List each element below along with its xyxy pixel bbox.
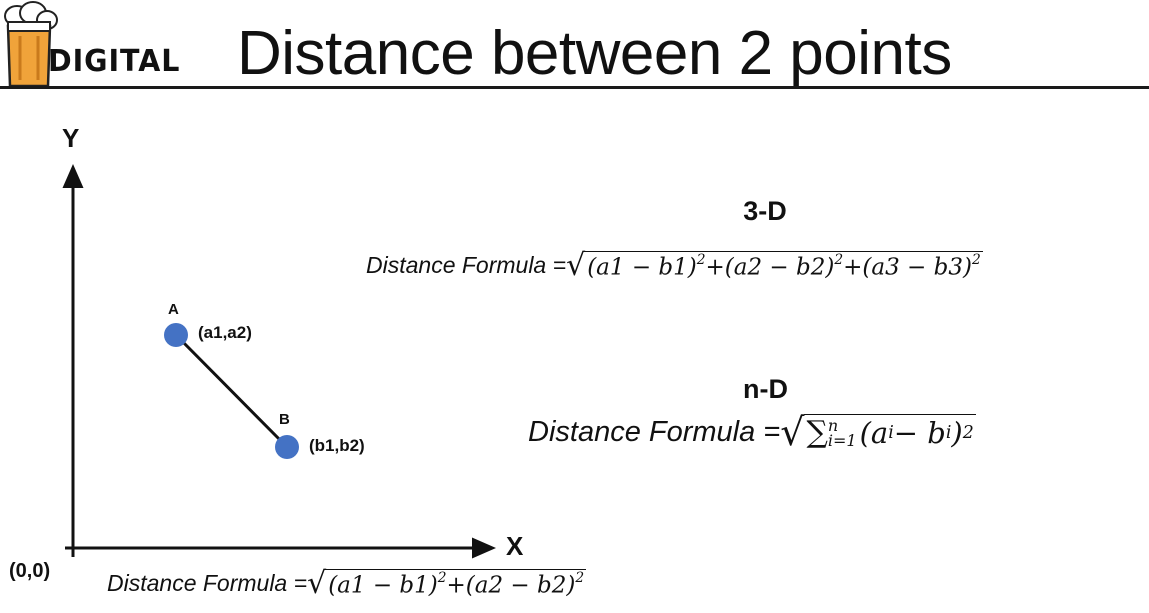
formula-nd-label: Distance Formula = — [528, 415, 781, 448]
formula-3d-exp-c: 2 — [971, 251, 981, 268]
formula-2d-exp-b: 2 — [575, 569, 585, 586]
formula-3d-label: Distance Formula = — [366, 252, 567, 278]
heading-3d: 3-D — [743, 196, 787, 226]
formula-3d-exp-b: 2 — [834, 251, 844, 268]
segment-ab — [174, 333, 289, 449]
formula-2d-exp-a: 2 — [437, 569, 447, 586]
formula-2d-radicand: (a1 − b1)2+(a2 − b2)2 — [326, 568, 587, 599]
nd-term-a: (a — [859, 415, 889, 450]
heading-nd: n-D — [743, 374, 788, 404]
logo-text: DIGITAL — [48, 44, 181, 79]
sqrt-icon: √ — [307, 566, 327, 601]
sum-upper: n — [827, 415, 839, 435]
formula-3d-radicand: (a1 − b1)2+(a2 − b2)2+(a3 − b3)2 — [585, 250, 983, 281]
x-axis-label: X — [506, 531, 524, 561]
sum-lower: i=1 — [827, 430, 857, 450]
formula-nd-radicand: ∑ n i=1 (a i − b i) 2 — [804, 414, 976, 450]
nd-exp: 2 — [962, 422, 974, 443]
point-b-name: B — [279, 411, 290, 428]
formula-2d-term-a: (a1 − b1) — [328, 572, 438, 599]
sqrt-icon: √ — [566, 248, 586, 283]
formula-3d: Distance Formula = √ (a1 − b1)2+(a2 − b2… — [366, 248, 983, 283]
y-axis-label: Y — [62, 123, 80, 153]
point-a-coords: (a1,a2) — [198, 323, 252, 342]
coordinate-axes — [62, 164, 496, 559]
nd-sub-a: i — [888, 422, 894, 443]
point-b-marker — [275, 435, 299, 459]
nd-sub-b: i — [945, 422, 952, 443]
point-b-coords: (b1,b2) — [309, 436, 365, 455]
formula-3d-exp-a: 2 — [696, 251, 706, 268]
formula-3d-term-a: (a1 − b1) — [587, 254, 697, 281]
sum-symbol: ∑ — [806, 415, 828, 450]
formula-2d-label: Distance Formula = — [107, 570, 308, 596]
nd-term-b: − b — [893, 415, 946, 450]
point-a-name: A — [168, 301, 179, 318]
sqrt-icon: √ — [780, 410, 805, 454]
page-title: Distance between 2 points — [237, 19, 952, 88]
title-divider — [0, 86, 1149, 89]
logo: DIGITAL — [0, 0, 200, 96]
formula-3d-term-b: +(a2 − b2) — [705, 254, 835, 281]
point-a-marker — [164, 323, 188, 347]
nd-close: ) — [951, 415, 963, 450]
formula-3d-term-c: +(a3 − b3) — [843, 254, 972, 281]
formula-2d: Distance Formula = √ (a1 − b1)2+(a2 − b2… — [107, 566, 587, 601]
formula-2d-term-b: +(a2 − b2) — [446, 572, 576, 599]
origin-label: (0,0) — [9, 560, 51, 582]
formula-nd: Distance Formula = √ ∑ n i=1 (a i − b i) 2 — [528, 410, 976, 454]
